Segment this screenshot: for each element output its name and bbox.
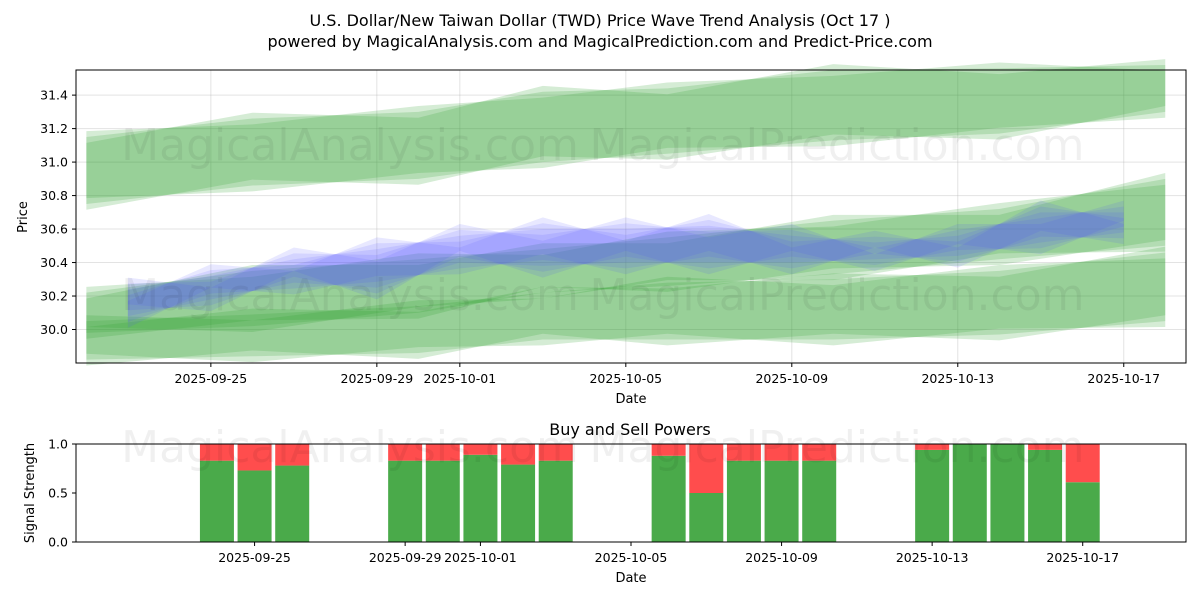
price-y-tick-label: 30.6 — [40, 222, 68, 237]
price-x-axis-label: Date — [615, 392, 646, 407]
wave-band-price-wave-blue — [127, 212, 1124, 317]
buy-sell-x-tick-label: 2025-10-13 — [896, 550, 969, 565]
buy-bar — [1065, 482, 1100, 542]
price-y-tick-label: 30.2 — [40, 289, 68, 304]
buy-sell-plot: Buy and Sell Powers MagicalAnalysis.com M… — [23, 420, 1187, 586]
price-y-tick-label: 30.4 — [40, 255, 68, 270]
buy-bar — [538, 460, 573, 542]
sell-bar — [538, 444, 573, 461]
sell-bar — [689, 444, 724, 493]
buy-sell-x-tick-label: 2025-09-29 — [369, 550, 442, 565]
price-y-tick-label: 31.0 — [40, 155, 68, 170]
chart-subtitle: powered by MagicalAnalysis.com and Magic… — [267, 32, 932, 51]
wave-band-upper-wave-band — [86, 64, 1166, 204]
buy-bar — [199, 460, 234, 542]
sell-bar — [275, 444, 310, 466]
price-plot-area — [76, 70, 1186, 363]
wave-band-middle-wave-band — [86, 172, 1166, 339]
sell-bar — [237, 444, 272, 471]
wave-band-price-wave-blue — [127, 200, 1124, 312]
watermark-text: MagicalPrediction.com — [590, 120, 1085, 171]
buy-bar — [689, 493, 724, 542]
wave-band-lower-wave-band — [86, 258, 1166, 363]
watermark-text: MagicalAnalysis.com — [121, 422, 579, 473]
price-x-tick-label: 2025-10-01 — [424, 371, 497, 386]
buy-bar — [463, 454, 498, 542]
buy-sell-x-tick-label: 2025-10-05 — [595, 550, 668, 565]
sell-bar — [915, 444, 950, 450]
buy-bar — [275, 465, 310, 542]
sell-bar — [1028, 444, 1063, 450]
watermark-text: MagicalPrediction.com — [590, 422, 1085, 473]
price-y-tick-label: 31.2 — [40, 121, 68, 136]
buy-sell-x-tick-label: 2025-10-17 — [1046, 550, 1119, 565]
sell-bar — [1065, 444, 1100, 483]
buy-bar — [651, 455, 686, 542]
buy-sell-y-tick-label: 0.0 — [48, 535, 68, 550]
watermark-text: MagicalAnalysis.com — [121, 120, 579, 171]
buy-sell-x-tick-label: 2025-10-01 — [444, 550, 517, 565]
wave-band-middle-wave-band — [86, 184, 1166, 333]
price-x-tick-label: 2025-09-25 — [175, 371, 248, 386]
price-x-tick-label: 2025-10-13 — [921, 371, 994, 386]
wave-band-price-wave-blue — [127, 200, 1124, 328]
sell-bar — [651, 444, 686, 456]
buy-bar — [425, 460, 460, 542]
sell-bar — [425, 444, 460, 461]
price-x-tick-label: 2025-10-17 — [1087, 371, 1160, 386]
watermark-text: MagicalPrediction.com — [590, 270, 1085, 321]
price-plot-frame — [75, 69, 1187, 364]
buy-bar — [952, 444, 987, 542]
wave-band-middle-wave-band — [86, 178, 1166, 333]
price-y-tick-label: 31.4 — [40, 88, 68, 103]
sell-bar — [726, 444, 761, 461]
price-y-tick-label: 30.0 — [40, 322, 68, 337]
buy-sell-x-tick-label: 2025-09-25 — [218, 550, 291, 565]
buy-bar — [990, 444, 1025, 542]
buy-sell-y-tick-label: 0.5 — [48, 486, 68, 501]
wave-band-lower-wave-band — [86, 252, 1166, 360]
price-wave-plot: MagicalAnalysis.com MagicalPrediction.com… — [16, 59, 1187, 407]
sell-bar — [388, 444, 423, 461]
sell-bar — [501, 444, 536, 465]
sell-bar — [764, 444, 799, 461]
buy-bar — [388, 460, 423, 542]
buy-sell-x-axis-label: Date — [615, 571, 646, 586]
sell-bar — [463, 444, 498, 455]
price-x-tick-label: 2025-10-09 — [755, 371, 828, 386]
wave-band-upper-wave-band — [86, 62, 1166, 199]
buy-bar — [1028, 449, 1063, 542]
wave-band-price-wave-blue — [127, 206, 1124, 322]
price-watermarks: MagicalAnalysis.com MagicalPrediction.com… — [121, 120, 1084, 321]
sell-bar — [802, 444, 837, 461]
buy-bar — [802, 460, 837, 542]
sell-bar — [199, 444, 234, 461]
wave-band-upper-wave-band — [86, 59, 1166, 210]
price-x-tick-label: 2025-10-05 — [589, 371, 662, 386]
price-x-tick-label: 2025-09-29 — [341, 371, 414, 386]
buy-bar — [726, 460, 761, 542]
price-y-axis-label: Price — [16, 201, 31, 233]
buy-bar — [915, 449, 950, 542]
wave-band-lower-wave-band — [86, 246, 1166, 366]
watermark-text: MagicalAnalysis.com — [121, 270, 579, 321]
buy-sell-y-axis-label: Signal Strength — [23, 443, 38, 543]
buy-bar — [237, 470, 272, 542]
wave-band-price-wave-blue — [127, 206, 1124, 311]
buy-sell-x-tick-label: 2025-10-09 — [745, 550, 818, 565]
buy-bar — [501, 464, 536, 542]
buy-sell-title: Buy and Sell Powers — [549, 420, 711, 439]
price-y-tick-label: 30.8 — [40, 188, 68, 203]
buy-sell-y-tick-label: 1.0 — [48, 437, 68, 452]
chart-title: U.S. Dollar/New Taiwan Dollar (TWD) Pric… — [309, 11, 890, 30]
buy-bar — [764, 460, 799, 542]
buy-sell-watermarks: MagicalAnalysis.com MagicalPrediction.com — [121, 422, 1084, 473]
